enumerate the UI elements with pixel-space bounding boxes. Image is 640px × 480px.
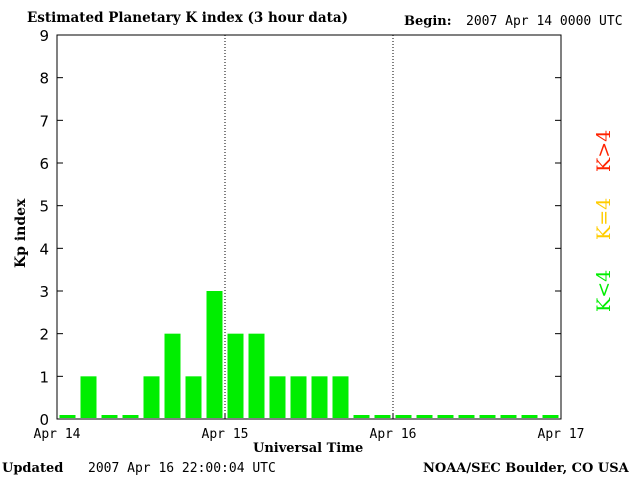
chart-title: Estimated Planetary K index (3 hour data…	[27, 10, 348, 26]
kp-bar	[332, 376, 349, 418]
y-tick-label: 2	[39, 326, 49, 344]
x-tick-label: Apr 17	[538, 427, 585, 442]
y-tick-label: 5	[39, 198, 49, 216]
kp-bar	[143, 376, 160, 418]
begin-label: Begin:	[404, 14, 452, 29]
credit-line: NOAA/SEC Boulder, CO USA	[423, 461, 629, 476]
kp-bar	[269, 376, 286, 418]
kp-bar	[458, 415, 475, 418]
kp-bar	[122, 415, 139, 418]
x-tick-label: Apr 14	[34, 427, 81, 442]
kp-bar	[80, 376, 97, 418]
kp-bar	[374, 415, 391, 418]
kp-bar	[500, 415, 517, 418]
y-tick-label: 9	[39, 27, 49, 45]
kp-bar	[185, 376, 202, 418]
y-tick-label: 1	[39, 368, 49, 386]
kp-bar	[206, 291, 223, 418]
updated-label: Updated	[2, 461, 64, 476]
begin-value: 2007 Apr 14 0000 UTC	[466, 14, 623, 29]
kp-bar	[164, 333, 181, 418]
y-tick-label: 3	[39, 283, 49, 301]
kp-bar	[290, 376, 307, 418]
x-axis-label: Universal Time	[253, 441, 364, 456]
kp-bar	[59, 415, 76, 418]
y-tick-label: 7	[39, 112, 49, 130]
kp-bar	[521, 415, 538, 418]
y-tick-label: 8	[39, 70, 49, 88]
kp-bar	[353, 415, 370, 418]
updated-value: 2007 Apr 16 22:00:04 UTC	[88, 461, 276, 476]
kp-bar	[542, 415, 559, 418]
kp-bar	[437, 415, 454, 418]
kp-bar	[479, 415, 496, 418]
kp-bar	[248, 333, 265, 418]
y-tick-label: 4	[39, 240, 49, 258]
kp-bar	[227, 333, 244, 418]
kp-bar	[101, 415, 118, 418]
x-tick-label: Apr 16	[370, 427, 417, 442]
y-tick-label: 0	[39, 411, 49, 429]
x-tick-label: Apr 15	[202, 427, 249, 442]
plot-frame	[56, 34, 562, 420]
kp-bar	[416, 415, 433, 418]
y-tick-label: 6	[39, 155, 49, 173]
kp-bar	[395, 415, 412, 418]
kp-bar	[311, 376, 328, 418]
